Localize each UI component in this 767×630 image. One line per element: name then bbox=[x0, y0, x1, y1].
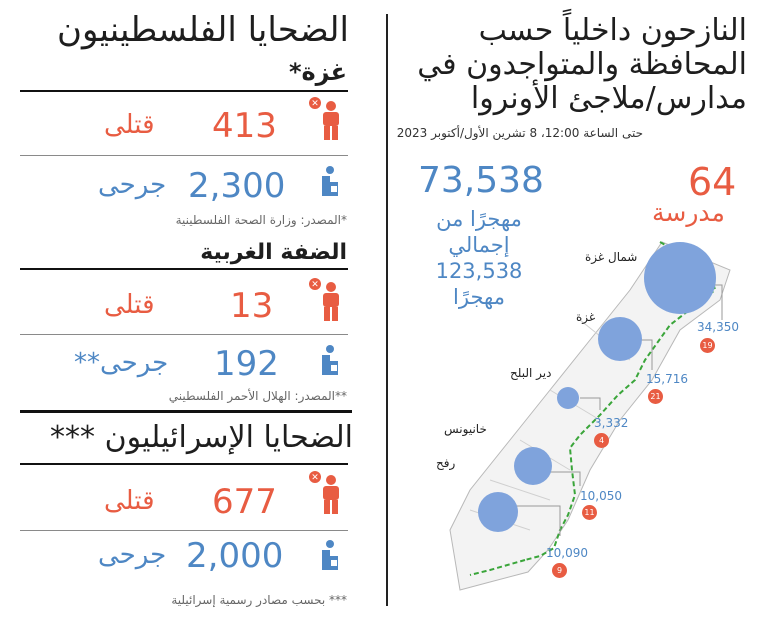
svg-text:✕: ✕ bbox=[311, 280, 319, 290]
israel-killed-label: قتلى bbox=[104, 486, 155, 516]
svg-text:✕: ✕ bbox=[311, 473, 319, 483]
gaza-divider bbox=[20, 90, 348, 92]
north-gaza-bubble bbox=[644, 242, 716, 314]
israel-source: *** بحسب مصادر رسمية إسرائيلية bbox=[171, 593, 347, 607]
schools-label: مدرسة bbox=[652, 198, 725, 227]
deir-al-balah-label: دير البلح bbox=[510, 366, 552, 380]
displaced-caption-line-4: مهجرًا bbox=[453, 285, 505, 309]
displaced-caption: مهجرًا من إجمالي 123,538 مهجرًا bbox=[420, 206, 538, 310]
israel-injured-label: جرحى bbox=[98, 540, 167, 570]
gaza-killed-label: قتلى bbox=[104, 110, 155, 140]
person-x-icon: ✕ bbox=[309, 278, 339, 321]
gaza-killed-value: 413 bbox=[212, 106, 277, 146]
gaza-gov-value: 15,716 bbox=[646, 372, 688, 386]
rafah-bubble bbox=[478, 492, 518, 532]
person-x-icon: ✕ bbox=[309, 97, 339, 140]
displaced-caption-line-3: 123,538 bbox=[435, 259, 523, 283]
idp-title-line-1: النازحون داخلياً حسب bbox=[478, 13, 747, 48]
svg-text:✕: ✕ bbox=[311, 99, 319, 109]
khan-younis-bubble bbox=[514, 447, 552, 485]
deir-al-balah-schools: 4 bbox=[594, 433, 609, 448]
schools-count: 64 bbox=[688, 160, 737, 204]
deir-al-balah-value: 3,332 bbox=[594, 416, 629, 430]
north-gaza-schools: 19 bbox=[700, 338, 715, 353]
westbank-divider bbox=[20, 268, 348, 270]
rafah-value: 10,090 bbox=[546, 546, 588, 560]
israel-heading-divider bbox=[20, 463, 348, 465]
israel-row-divider bbox=[20, 530, 348, 531]
rafah-schools: 9 bbox=[552, 563, 567, 578]
israel-divider bbox=[20, 410, 352, 413]
north-gaza-label: شمال غزة bbox=[585, 250, 638, 264]
gaza-source: *المصدر: وزارة الصحة الفلسطينية bbox=[175, 213, 347, 227]
idp-title: النازحون داخلياً حسب المحافظة والمتواجدو… bbox=[397, 14, 747, 116]
idp-title-line-3: مدارس/ملاجئ الأونروا bbox=[470, 81, 747, 116]
deir-al-balah-bubble bbox=[557, 387, 579, 409]
israel-injured-value: 2,000 bbox=[186, 536, 284, 576]
gaza-row-divider bbox=[20, 155, 348, 156]
gaza-gov-schools: 21 bbox=[648, 389, 663, 404]
injured-person-icon bbox=[322, 166, 338, 196]
injured-person-icon bbox=[322, 345, 338, 375]
north-gaza-value: 34,350 bbox=[697, 320, 739, 334]
palestinian-casualties-title: الضحايا الفلسطينيون bbox=[56, 10, 349, 50]
khan-younis-label: خانيونس bbox=[444, 422, 487, 436]
westbank-row-divider bbox=[20, 334, 348, 335]
westbank-injured-label: جرحى** bbox=[74, 348, 169, 378]
khan-younis-value: 10,050 bbox=[580, 489, 622, 503]
injured-person-icon bbox=[322, 540, 338, 570]
gaza-injured-value: 2,300 bbox=[188, 166, 286, 206]
idp-date: حتى الساعة 12:00، 8 تشرين الأول/أكتوبر 2… bbox=[396, 126, 643, 140]
khan-younis-schools: 11 bbox=[582, 505, 597, 520]
displaced-caption-line-2: إجمالي bbox=[448, 233, 510, 257]
westbank-killed-label: قتلى bbox=[104, 290, 155, 320]
gaza-bubble bbox=[598, 317, 642, 361]
westbank-killed-value: 13 bbox=[230, 286, 274, 326]
gaza-strip-map bbox=[449, 241, 731, 591]
column-divider bbox=[386, 14, 388, 606]
displaced-total: 73,538 bbox=[418, 160, 544, 201]
gaza-heading: غزة* bbox=[288, 58, 347, 86]
israel-killed-value: 677 bbox=[212, 482, 277, 522]
gaza-injured-label: جرحى bbox=[98, 170, 167, 200]
gaza-gov-label: غزة bbox=[576, 310, 596, 324]
rafah-label: رفح bbox=[436, 456, 456, 470]
westbank-heading: الضفة الغربية bbox=[200, 240, 347, 265]
displaced-caption-line-1: مهجرًا من bbox=[436, 207, 522, 231]
israeli-casualties-title: الضحايا الإسرائيليون *** bbox=[50, 420, 353, 455]
westbank-source: **المصدر: الهلال الأحمر الفلسطيني bbox=[168, 389, 347, 403]
westbank-injured-value: 192 bbox=[214, 344, 279, 384]
person-x-icon: ✕ bbox=[309, 471, 339, 514]
idp-title-line-2: المحافظة والمتواجدون في bbox=[417, 47, 747, 82]
